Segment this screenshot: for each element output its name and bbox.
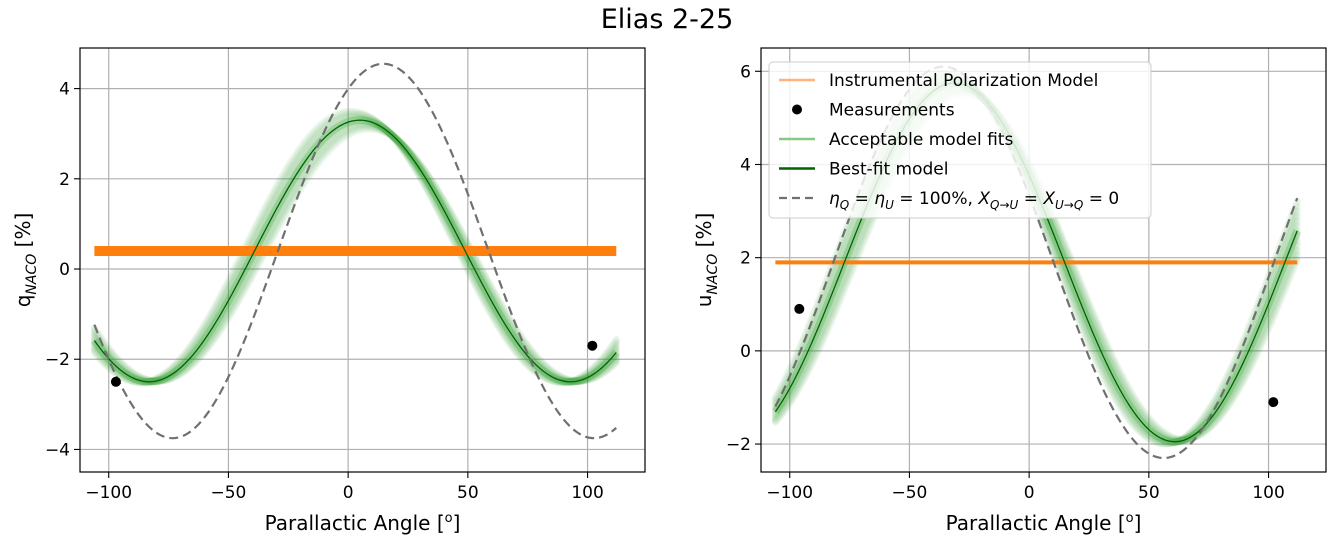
x-tick-label: −100: [85, 483, 132, 503]
acceptable-fit-line: [90, 121, 620, 385]
x-tick-label: 50: [457, 483, 479, 503]
x-tick-label: 0: [1024, 483, 1035, 503]
best-fit-line: [93, 119, 617, 383]
y-tick-label: −2: [45, 350, 70, 370]
x-tick-label: −50: [210, 483, 246, 503]
x-tick-label: 50: [1138, 483, 1160, 503]
acceptable-fit-line: [90, 118, 620, 386]
axes-frame: [79, 47, 646, 473]
acceptable-fit-line: [90, 112, 620, 386]
legend-dot-swatch: [792, 104, 802, 115]
x-tick-label: 100: [571, 483, 603, 503]
legend: Instrumental Polarization Model Measureme…: [768, 61, 1152, 219]
axes-frame: [760, 47, 1327, 473]
y-tick-label: 2: [59, 170, 70, 190]
y-tick-label: −2: [726, 435, 751, 455]
acceptable-fit-line: [90, 110, 620, 386]
acceptable-fit-line: [90, 125, 620, 385]
measurement-point: [587, 340, 598, 351]
x-tick-label: 100: [1252, 483, 1284, 503]
measurement-point: [1268, 397, 1279, 408]
legend-label: ηQ = ηU = 100%, XQ→U = XU→Q = 0: [829, 189, 1119, 212]
y-tick-label: 0: [740, 342, 751, 362]
x-axis-label: Parallactic Angle [o]: [946, 511, 1142, 535]
y-tick-label: 4: [740, 155, 751, 175]
acceptable-fit-line: [90, 123, 620, 385]
y-tick-label: 0: [59, 260, 70, 280]
acceptable-fit-line: [90, 122, 620, 385]
y-axis-label: qNACO [%]: [11, 213, 40, 308]
x-tick-label: 0: [343, 483, 354, 503]
y-tick-label: −4: [45, 440, 70, 460]
grid: [80, 48, 645, 472]
ideal-model-dashed-line: [93, 62, 617, 440]
q-naco-panel: −100 −50 0 50 100 −4 −2 0 2 4 Parallactic Angle [o…: [11, 47, 646, 535]
acceptable-fit-line: [90, 109, 620, 386]
legend-label: Measurements: [829, 101, 955, 121]
figure-title: Elias 2-25: [600, 4, 734, 35]
legend-label: Acceptable model fits: [829, 130, 1013, 150]
y-axis-label: uNACO [%]: [692, 213, 721, 308]
legend-box: [768, 61, 1152, 219]
measurement-point: [794, 303, 805, 314]
acceptable-fit-line: [90, 107, 620, 386]
measurement-point: [110, 376, 121, 387]
legend-label: Best-fit model: [829, 160, 949, 180]
u-naco-panel: −100 −50 0 50 100 −2 0 2 4 6 Parallactic Angle [o]…: [692, 47, 1327, 535]
x-axis-label: Parallactic Angle [o]: [265, 511, 461, 535]
legend-label: Instrumental Polarization Model: [829, 71, 1098, 91]
plot-area: [90, 62, 620, 440]
acceptable-fit-line: [90, 113, 620, 386]
y-tick-label: 4: [59, 80, 70, 100]
x-tick-label: −50: [891, 483, 927, 503]
x-tick-label: −100: [766, 483, 813, 503]
y-tick-label: 2: [740, 249, 751, 269]
acceptable-fit-line: [90, 119, 620, 386]
y-tick-label: 6: [740, 62, 751, 82]
